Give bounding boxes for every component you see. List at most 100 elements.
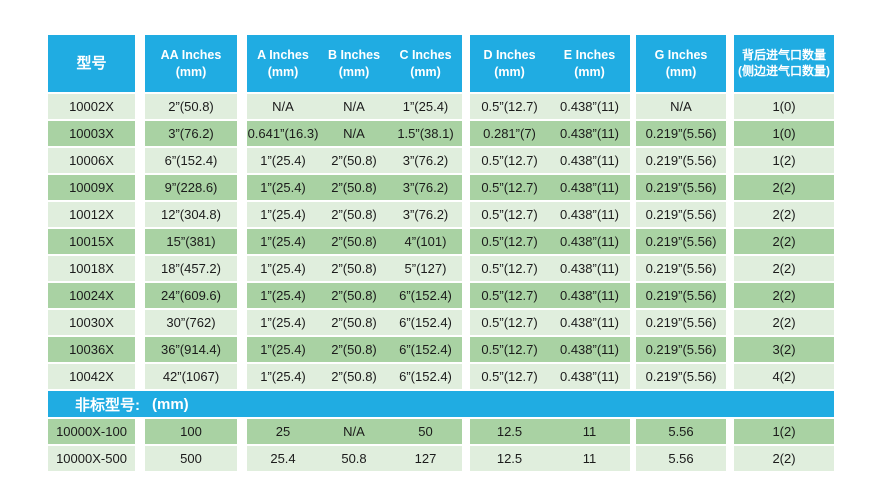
cell-e: 0.438”(11) [549, 229, 630, 254]
table-row: 10000X-500 500 25.4 50.8 127 12.5 11 5.56 2(2) [48, 446, 834, 471]
cell-model: 10030X [48, 310, 135, 335]
table-row: 10024X 24”(609.6) 1”(25.4) 2”(50.8) 6”(152.4… [48, 283, 834, 308]
header-label: AA Inches [160, 48, 222, 63]
cell-aa: 18”(457.2) [145, 256, 237, 281]
cell-e: 0.438”(11) [549, 256, 630, 281]
cell-a: 1”(25.4) [247, 148, 319, 173]
table-row: 10012X 12”(304.8) 1”(25.4) 2”(50.8) 3”(76.2)… [48, 202, 834, 227]
cell-a: 1”(25.4) [247, 337, 319, 362]
cell-c: 6”(152.4) [389, 337, 462, 362]
table-row: 10036X 36”(914.4) 1”(25.4) 2”(50.8) 6”(152.4… [48, 337, 834, 362]
cell-e: 11 [549, 446, 630, 471]
cell-ports: 2(2) [734, 202, 834, 227]
cell-aa: 24”(609.6) [145, 283, 237, 308]
cell-ports: 1(0) [734, 121, 834, 146]
cell-aa: 15”(381) [145, 229, 237, 254]
cell-g: 0.219”(5.56) [636, 229, 726, 254]
cell-d: 0.5”(12.7) [470, 94, 549, 119]
cell-e: 0.438”(11) [549, 310, 630, 335]
table-row: 10009X 9”(228.6) 1”(25.4) 2”(50.8) 3”(76.2) 0… [48, 175, 834, 200]
cell-c: 4”(101) [389, 229, 462, 254]
cell-d: 0.5”(12.7) [470, 310, 549, 335]
cell-e: 0.438”(11) [549, 202, 630, 227]
header-sublabel: (mm) [267, 64, 299, 79]
cell-a: N/A [247, 94, 319, 119]
cell-aa: 6”(152.4) [145, 148, 237, 173]
cell-ports: 1(2) [734, 419, 834, 444]
cell-e: 0.438”(11) [549, 337, 630, 362]
cell-b: 2”(50.8) [319, 148, 389, 173]
header-cell-aa: AA Inches (mm) [145, 35, 237, 92]
cell-d: 12.5 [470, 446, 549, 471]
header-sublabel: (mm) [494, 64, 525, 79]
cell-aa: 12”(304.8) [145, 202, 237, 227]
cell-model: 10018X [48, 256, 135, 281]
table-row: 10003X 3”(76.2) 0.641”(16.3) N/A 1.5”(38.1) 0… [48, 121, 834, 146]
cell-b: N/A [319, 121, 389, 146]
header-cell-ports: 背后进气口数量 (侧边进气口数量) [734, 35, 834, 92]
cell-aa: 9”(228.6) [145, 175, 237, 200]
cell-aa: 500 [145, 446, 237, 471]
cell-ports: 3(2) [734, 337, 834, 362]
header-cell-a: A Inches (mm) [247, 35, 319, 92]
cell-g: 0.219”(5.56) [636, 364, 726, 389]
cell-b: 2”(50.8) [319, 310, 389, 335]
cell-d: 0.5”(12.7) [470, 148, 549, 173]
cell-g: 0.219”(5.56) [636, 283, 726, 308]
cell-a: 0.641”(16.3) [247, 121, 319, 146]
cell-ports: 2(2) [734, 229, 834, 254]
cell-g: 0.219”(5.56) [636, 256, 726, 281]
header-sublabel: (mm) [175, 64, 207, 79]
table-nonstandard-body: 10000X-100 100 25 N/A 50 12.5 11 5.56 1(2) 10000X… [48, 419, 834, 471]
header-sublabel: (mm) [665, 64, 697, 79]
nonstandard-section-unit: (mm) [152, 395, 189, 413]
table-row: 10018X 18”(457.2) 1”(25.4) 2”(50.8) 5”(127) 0… [48, 256, 834, 281]
cell-ports: 4(2) [734, 364, 834, 389]
cell-a: 1”(25.4) [247, 229, 319, 254]
cell-d: 0.5”(12.7) [470, 283, 549, 308]
cell-b: 2”(50.8) [319, 175, 389, 200]
header-cell-d: D Inches (mm) [470, 35, 549, 92]
cell-g: 0.219”(5.56) [636, 148, 726, 173]
header-sublabel: (mm) [574, 64, 605, 79]
cell-d: 0.5”(12.7) [470, 256, 549, 281]
cell-c: 6”(152.4) [389, 310, 462, 335]
cell-aa: 3”(76.2) [145, 121, 237, 146]
cell-model: 10002X [48, 94, 135, 119]
cell-aa: 36”(914.4) [145, 337, 237, 362]
cell-g: 5.56 [636, 446, 726, 471]
cell-e: 0.438”(11) [549, 175, 630, 200]
cell-a: 1”(25.4) [247, 364, 319, 389]
cell-b: 2”(50.8) [319, 229, 389, 254]
table-row: 10042X 42”(1067) 1”(25.4) 2”(50.8) 6”(152.4)… [48, 364, 834, 389]
cell-c: 1.5”(38.1) [389, 121, 462, 146]
header-label: 型号 [76, 54, 107, 72]
table-row: 10030X 30”(762) 1”(25.4) 2”(50.8) 6”(152.4) 0… [48, 310, 834, 335]
header-label: D Inches [483, 48, 536, 63]
cell-ports: 2(2) [734, 256, 834, 281]
cell-model: 10036X [48, 337, 135, 362]
cell-c: 3”(76.2) [389, 202, 462, 227]
cell-model: 10015X [48, 229, 135, 254]
cell-g: 0.219”(5.56) [636, 121, 726, 146]
cell-e: 0.438”(11) [549, 148, 630, 173]
cell-ports: 2(2) [734, 283, 834, 308]
cell-d: 0.5”(12.7) [470, 229, 549, 254]
cell-aa: 2”(50.8) [145, 94, 237, 119]
header-sublabel: (侧边进气口数量) [738, 63, 830, 78]
cell-ports: 2(2) [734, 175, 834, 200]
cell-c: 6”(152.4) [389, 364, 462, 389]
header-label: A Inches [257, 48, 309, 63]
cell-d: 0.5”(12.7) [470, 337, 549, 362]
header-label: C Inches [399, 48, 452, 63]
spec-table: 型号 AA Inches (mm) A Inches (mm) B Inches (mm) C… [48, 35, 834, 473]
cell-aa: 30”(762) [145, 310, 237, 335]
header-cell-e: E Inches (mm) [549, 35, 630, 92]
cell-d: 12.5 [470, 419, 549, 444]
cell-model: 10000X-100 [48, 419, 135, 444]
cell-e: 0.438”(11) [549, 121, 630, 146]
cell-ports: 1(0) [734, 94, 834, 119]
cell-e: 11 [549, 419, 630, 444]
table-row: 10006X 6”(152.4) 1”(25.4) 2”(50.8) 3”(76.2) 0… [48, 148, 834, 173]
